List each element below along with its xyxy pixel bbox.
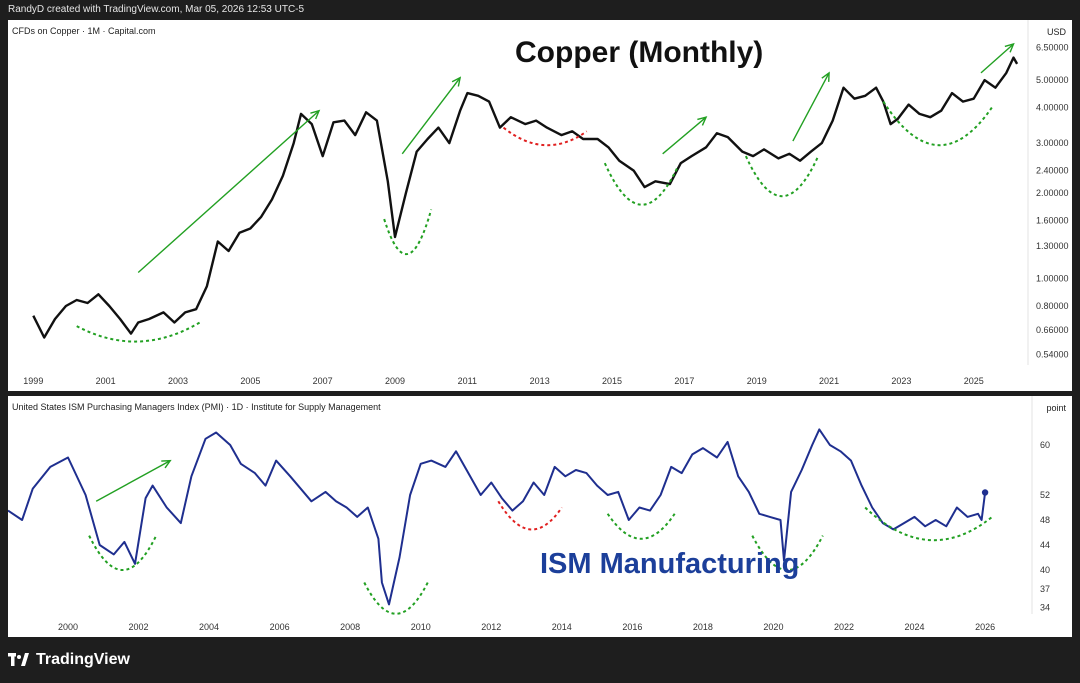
ism-unit-label[interactable]: point bbox=[1046, 403, 1066, 413]
copper-x-tick-label: 2001 bbox=[96, 376, 116, 386]
ism-y-tick-label: 60 bbox=[1040, 440, 1050, 450]
ism-trend-arrow-head bbox=[161, 459, 172, 469]
copper-pane-label: CFDs on Copper · 1M · Capital.com bbox=[12, 26, 156, 36]
copper-trend-arrow-line bbox=[792, 72, 830, 142]
ism-series-line[interactable] bbox=[8, 428, 987, 606]
ism-y-tick-label: 44 bbox=[1040, 540, 1050, 550]
copper-title: Copper (Monthly) bbox=[515, 36, 764, 69]
ism-x-tick-label: 2022 bbox=[834, 622, 854, 632]
copper-trend-arrow-head bbox=[1004, 42, 1015, 53]
copper-pane[interactable]: CFDs on Copper · 1M · Capital.com USD 6.… bbox=[8, 20, 1072, 391]
copper-trend-arrow-line bbox=[401, 77, 461, 155]
ism-x-tick-label: 2004 bbox=[199, 622, 219, 632]
ism-y-tick-label: 40 bbox=[1040, 565, 1050, 575]
copper-unit-label[interactable]: USD bbox=[1046, 27, 1066, 37]
ism-y-tick-label: 52 bbox=[1040, 490, 1050, 500]
copper-x-tick-label: 2009 bbox=[385, 376, 405, 386]
copper-x-tick-label: 2021 bbox=[819, 376, 839, 386]
copper-x-tick-label: 1999 bbox=[23, 376, 43, 386]
ism-x-tick-label: 2010 bbox=[411, 622, 431, 632]
copper-y-tick-label: 0.54000 bbox=[1036, 350, 1069, 360]
ism-x-tick-label: 2016 bbox=[622, 622, 642, 632]
copper-y-tick-label: 6.50000 bbox=[1036, 43, 1069, 53]
copper-y-tick-label: 4.00000 bbox=[1036, 103, 1069, 113]
ism-x-tick-label: 2012 bbox=[481, 622, 501, 632]
tradingview-brand[interactable]: TradingView bbox=[8, 651, 130, 669]
copper-x-tick-label: 2015 bbox=[602, 376, 622, 386]
copper-trend-arrow-line bbox=[662, 116, 707, 155]
tradingview-brand-name: TradingView bbox=[36, 651, 130, 668]
ism-pane-label: United States ISM Purchasing Managers In… bbox=[12, 402, 381, 412]
ism-x-tick-label: 2002 bbox=[128, 622, 148, 632]
copper-x-tick-label: 2007 bbox=[313, 376, 333, 386]
copper-y-tick-label: 0.66000 bbox=[1036, 325, 1069, 335]
copper-base-arc bbox=[744, 155, 820, 198]
ism-last-value-dot[interactable] bbox=[981, 489, 989, 496]
ism-title: ISM Manufacturing bbox=[540, 548, 800, 580]
ism-base-arc bbox=[864, 506, 993, 542]
ism-x-tick-label: 2000 bbox=[58, 622, 78, 632]
ism-x-tick-label: 2006 bbox=[270, 622, 290, 632]
copper-series-line[interactable] bbox=[32, 56, 1019, 339]
ism-y-tick-label: 48 bbox=[1040, 515, 1050, 525]
copper-x-tick-label: 2005 bbox=[240, 376, 260, 386]
copper-y-tick-label: 2.00000 bbox=[1036, 188, 1069, 198]
copper-x-tick-label: 2019 bbox=[747, 376, 767, 386]
copper-trend-arrow-head bbox=[310, 109, 321, 120]
copper-x-tick-label: 2017 bbox=[674, 376, 694, 386]
copper-trend-arrow-line bbox=[137, 110, 320, 274]
copper-y-tick-label: 0.80000 bbox=[1036, 301, 1069, 311]
ism-x-tick-label: 2018 bbox=[693, 622, 713, 632]
copper-trend-arrow-line bbox=[980, 43, 1014, 74]
ism-x-tick-label: 2014 bbox=[552, 622, 572, 632]
chart-credit: RandyD created with TradingView.com, Mar… bbox=[8, 4, 305, 15]
ism-base-arc bbox=[606, 513, 676, 540]
copper-base-arc bbox=[882, 101, 993, 147]
tradingview-logo-icon bbox=[8, 653, 29, 666]
copper-x-tick-label: 2023 bbox=[891, 376, 911, 386]
copper-trend-arrow-head bbox=[821, 71, 830, 82]
copper-y-tick-label: 1.60000 bbox=[1036, 216, 1069, 226]
copper-base-arc bbox=[76, 321, 201, 343]
ism-chart-svg: 60 52 48 44 40 37 34 2000 2002 2004 2006 2008 2010 20… bbox=[8, 396, 1050, 632]
copper-trend-arrow-head bbox=[697, 116, 708, 126]
ism-pane[interactable]: United States ISM Purchasing Managers In… bbox=[8, 396, 1072, 637]
ism-base-arc bbox=[88, 535, 158, 571]
copper-y-tick-label: 3.00000 bbox=[1036, 138, 1069, 148]
ism-x-tick-label: 2008 bbox=[340, 622, 360, 632]
copper-x-tick-label: 2013 bbox=[530, 376, 550, 386]
ism-y-tick-label: 34 bbox=[1040, 603, 1050, 613]
ism-base-arc bbox=[497, 500, 563, 531]
copper-trend-arrow-head bbox=[451, 76, 462, 87]
copper-y-tick-label: 1.30000 bbox=[1036, 241, 1069, 251]
copper-y-tick-label: 1.00000 bbox=[1036, 274, 1069, 284]
ism-y-tick-label: 37 bbox=[1040, 584, 1050, 594]
copper-x-tick-label: 2003 bbox=[168, 376, 188, 386]
copper-x-tick-label: 2011 bbox=[458, 376, 477, 386]
ism-x-tick-label: 2020 bbox=[763, 622, 783, 632]
copper-y-tick-label: 5.00000 bbox=[1036, 75, 1069, 85]
ism-x-tick-label: 2026 bbox=[975, 622, 995, 632]
copper-chart-svg: 6.50000 5.00000 4.00000 3.00000 2.40000 2.000… bbox=[23, 20, 1069, 386]
copper-base-arc bbox=[383, 209, 433, 256]
ism-trend-arrow-line bbox=[95, 460, 171, 502]
copper-y-tick-label: 2.40000 bbox=[1036, 166, 1069, 176]
ism-base-arc bbox=[363, 582, 429, 615]
ism-x-tick-label: 2024 bbox=[905, 622, 925, 632]
copper-x-tick-label: 2025 bbox=[964, 376, 984, 386]
copper-base-arc bbox=[502, 126, 588, 147]
